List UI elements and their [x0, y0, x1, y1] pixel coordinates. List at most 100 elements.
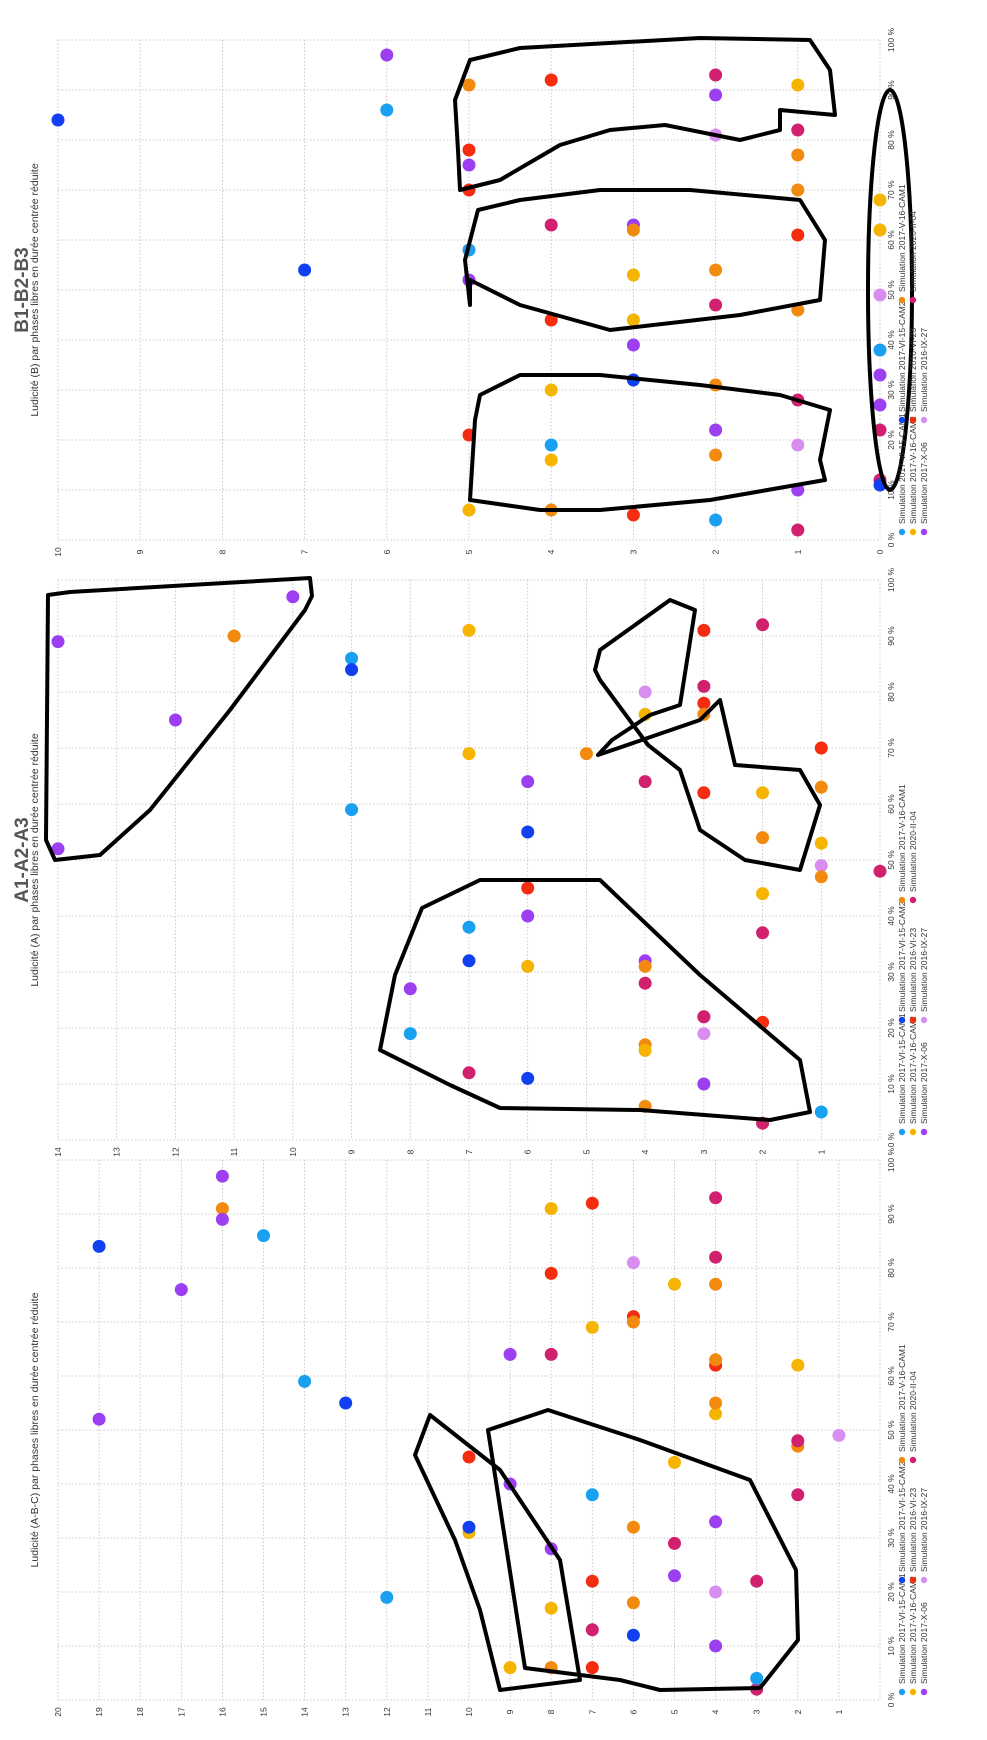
data-point [521, 775, 535, 789]
legend-swatch [898, 1128, 906, 1136]
legend-label: Simulation 2017-V-16-CAM1 [897, 1344, 907, 1452]
data-point [462, 1520, 476, 1534]
y-tick-label: 11 [229, 1147, 239, 1156]
legend-label: Simulation 2020-II-04 [908, 211, 918, 292]
legend-swatch [898, 1688, 906, 1696]
x-tick-label: 40 % [886, 330, 896, 350]
legend-label: Simulation 2017-VI-15-CAM1 [897, 413, 907, 524]
data-point [544, 383, 558, 397]
data-point [814, 859, 828, 873]
data-point [638, 976, 652, 990]
y-tick-label: 20 [53, 1707, 63, 1717]
x-tick-label: 80 % [886, 130, 896, 150]
data-point [668, 1569, 681, 1583]
data-point [668, 1277, 681, 1291]
y-tick-label: 7 [300, 549, 310, 554]
legend-swatch [909, 416, 917, 424]
y-tick-label: 12 [170, 1147, 180, 1157]
chart-panel-2: 0 % 10 % 20 % 30 % 40 % 50 % 60 % 70 % 80 % 90 % 1… [12, 568, 929, 1157]
data-point [697, 1027, 711, 1041]
data-point [873, 223, 887, 237]
data-point [709, 1585, 723, 1599]
data-point [215, 1169, 229, 1183]
data-point [462, 747, 476, 761]
data-point [709, 1277, 723, 1291]
x-tick-label: 30 % [886, 962, 896, 982]
data-point [791, 1434, 805, 1448]
data-point [814, 780, 828, 794]
legend-swatch [898, 528, 906, 536]
data-point [462, 623, 476, 637]
data-point [585, 1574, 599, 1588]
data-point [298, 1374, 312, 1388]
data-point [462, 143, 476, 157]
x-tick-label: 30 % [886, 380, 896, 400]
data-point [521, 881, 535, 895]
cluster-outline [866, 88, 914, 492]
y-tick-label: 6 [382, 549, 392, 554]
data-point [544, 218, 558, 232]
data-point [832, 1428, 846, 1442]
data-point [756, 618, 770, 632]
data-point [168, 713, 182, 727]
data-point [585, 1196, 599, 1210]
data-point [544, 438, 558, 452]
legend-label: Simulation 2017-V-16-CAM1 [897, 784, 907, 892]
data-point [709, 448, 723, 462]
x-tick-label: 20 % [886, 1582, 896, 1602]
x-tick-label: 70 % [886, 1312, 896, 1332]
legend-swatch [909, 296, 917, 304]
legend-swatch [898, 1456, 906, 1464]
y-tick-label: 4 [546, 549, 556, 554]
data-point [626, 1520, 640, 1534]
x-tick-label: 60 % [886, 230, 896, 250]
x-tick-label: 90 % [886, 1204, 896, 1224]
legend-label: Simulation 2016-IX-27 [919, 928, 929, 1012]
y-tick-label: 6 [523, 1149, 533, 1154]
legend-label: Simulation 2017-X-06 [919, 1602, 929, 1684]
legend-swatch [898, 1016, 906, 1024]
y-tick-label: 19 [94, 1707, 104, 1717]
chart-title: B1-B2-B3 [12, 247, 33, 333]
data-point [585, 1320, 599, 1334]
x-tick-label: 80 % [886, 1258, 896, 1278]
y-tick-label: 11 [423, 1707, 433, 1716]
data-point [585, 1661, 599, 1675]
data-point [756, 926, 770, 940]
data-point [709, 68, 723, 82]
data-point [626, 1256, 640, 1270]
legend-label: Simulation 2017-X-06 [919, 1042, 929, 1124]
data-point [462, 158, 476, 172]
data-point [380, 48, 394, 62]
data-point [626, 313, 640, 327]
legend-label: Simulation 2017-V-16-CAM2 [908, 416, 918, 524]
y-tick-label: 13 [341, 1707, 351, 1717]
data-point [638, 685, 652, 699]
data-point [814, 836, 828, 850]
legend-swatch [920, 416, 928, 424]
x-tick-label: 60 % [886, 1366, 896, 1386]
cluster-outline [378, 878, 812, 1122]
legend-swatch [909, 1576, 917, 1584]
x-tick-label: 20 % [886, 1018, 896, 1038]
data-point [174, 1283, 188, 1297]
x-tick-label: 70 % [886, 738, 896, 758]
data-point [626, 223, 640, 237]
data-point [544, 73, 558, 87]
y-tick-label: 3 [628, 549, 638, 554]
legend-swatch [898, 296, 906, 304]
legend-swatch [898, 896, 906, 904]
data-point [626, 1315, 640, 1329]
data-point [626, 338, 640, 352]
data-point [873, 423, 887, 437]
y-tick-label: 5 [581, 1149, 591, 1154]
x-tick-label: 40 % [886, 1474, 896, 1494]
y-tick-label: 12 [382, 1707, 392, 1717]
data-point [215, 1212, 229, 1226]
legend-label: Simulation 2016-VI-23 [908, 1488, 918, 1572]
cluster-outline [453, 36, 837, 192]
legend-label: Simulation 2016-IX-27 [919, 328, 929, 412]
data-point [873, 193, 887, 207]
data-point [697, 1077, 711, 1091]
